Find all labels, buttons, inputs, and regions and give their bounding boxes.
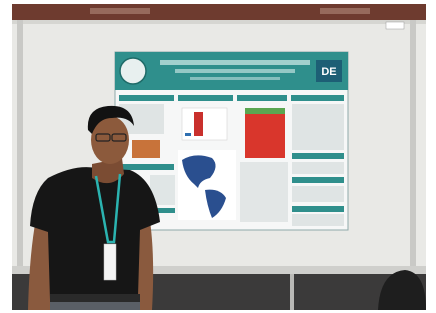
section-header <box>237 95 287 101</box>
pole <box>290 274 294 310</box>
wall-rail <box>12 20 426 24</box>
section-header <box>292 206 344 212</box>
section-header <box>291 95 344 101</box>
poster-heatmap-band <box>245 108 285 114</box>
booth-number <box>386 22 404 29</box>
photo: DE <box>0 0 436 313</box>
poster-chart-bar <box>185 133 191 136</box>
section-header <box>119 164 174 170</box>
trousers <box>50 302 140 310</box>
text-block <box>292 162 344 174</box>
text-block <box>292 104 344 150</box>
poster-title-blur <box>160 60 310 65</box>
section-header <box>292 153 344 159</box>
poster-figure <box>132 140 160 158</box>
id-badge <box>104 244 116 280</box>
text-block <box>240 162 288 222</box>
poster-title-blur <box>175 69 295 73</box>
poster-heatmap <box>245 108 285 158</box>
section-header <box>119 95 174 101</box>
poster-logo <box>120 58 146 84</box>
poster-chart-bar <box>194 112 203 136</box>
page: DE <box>0 0 436 313</box>
poster-logo-text: DE <box>321 66 336 78</box>
section-header <box>292 177 344 183</box>
section-header <box>178 95 233 101</box>
belt <box>50 294 140 302</box>
text-block <box>292 186 344 202</box>
text-block <box>292 214 344 226</box>
poster-author-blur <box>190 77 280 80</box>
banner-blur-text <box>320 8 370 14</box>
banner-blur-text <box>90 8 150 14</box>
